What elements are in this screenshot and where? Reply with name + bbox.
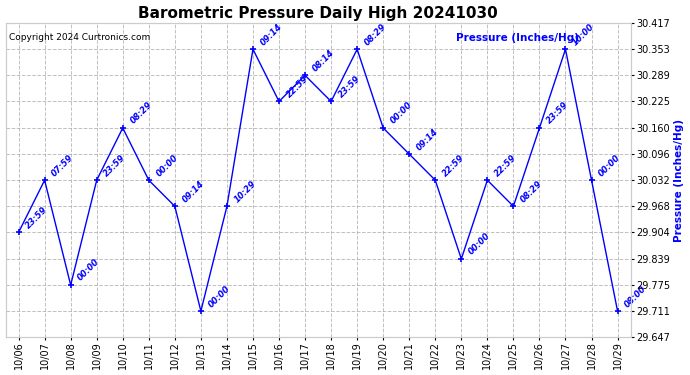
Text: 22:59: 22:59 — [441, 153, 466, 178]
Text: 00:00: 00:00 — [155, 153, 179, 178]
Text: 22:59: 22:59 — [493, 153, 518, 178]
Y-axis label: Pressure (Inches/Hg): Pressure (Inches/Hg) — [674, 119, 684, 242]
Text: 07:59: 07:59 — [50, 153, 75, 178]
Text: Copyright 2024 Curtronics.com: Copyright 2024 Curtronics.com — [9, 33, 150, 42]
Text: 08:29: 08:29 — [128, 100, 154, 126]
Text: 00:00: 00:00 — [206, 284, 232, 309]
Title: Barometric Pressure Daily High 20241030: Barometric Pressure Daily High 20241030 — [138, 6, 498, 21]
Text: 08:29: 08:29 — [519, 179, 544, 204]
Text: 00:00: 00:00 — [388, 100, 414, 126]
Text: 09:14: 09:14 — [180, 179, 206, 204]
Text: 23:59: 23:59 — [337, 74, 362, 99]
Text: 00:00: 00:00 — [76, 258, 101, 283]
Text: 00:00: 00:00 — [597, 153, 622, 178]
Text: 23:59: 23:59 — [102, 153, 128, 178]
Text: 08:29: 08:29 — [363, 22, 388, 47]
Text: 23:59: 23:59 — [545, 100, 571, 126]
Text: 10:29: 10:29 — [233, 179, 258, 204]
Text: 22:59: 22:59 — [284, 74, 310, 99]
Text: 08:14: 08:14 — [310, 48, 336, 73]
Text: 23:59: 23:59 — [24, 205, 50, 230]
Text: 08:00: 08:00 — [623, 284, 649, 309]
Text: 09:14: 09:14 — [415, 126, 440, 152]
Text: 10:00: 10:00 — [571, 22, 596, 47]
Text: 09:14: 09:14 — [259, 22, 284, 47]
Text: 00:00: 00:00 — [467, 231, 492, 257]
Text: Pressure (Inches/Hg): Pressure (Inches/Hg) — [455, 33, 579, 42]
